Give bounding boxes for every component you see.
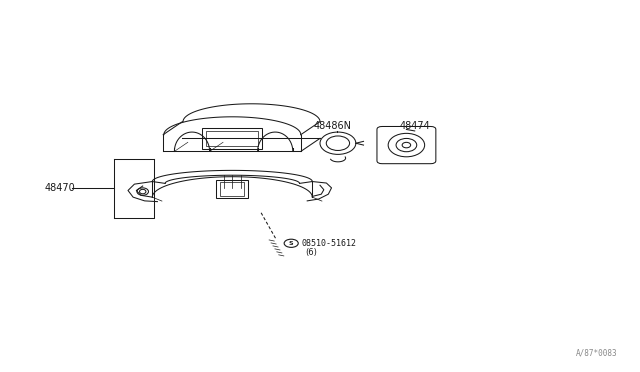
- Bar: [216, 180, 248, 198]
- Text: S: S: [289, 241, 294, 246]
- Text: 48474: 48474: [400, 122, 431, 131]
- Text: 48470: 48470: [45, 183, 76, 193]
- Text: (6): (6): [305, 248, 317, 257]
- Text: 48486N: 48486N: [314, 122, 351, 131]
- Bar: [206, 131, 258, 146]
- Bar: [202, 128, 262, 149]
- Text: 08510-51612: 08510-51612: [301, 239, 356, 248]
- Text: A/87*0083: A/87*0083: [576, 349, 618, 358]
- Bar: [220, 182, 244, 196]
